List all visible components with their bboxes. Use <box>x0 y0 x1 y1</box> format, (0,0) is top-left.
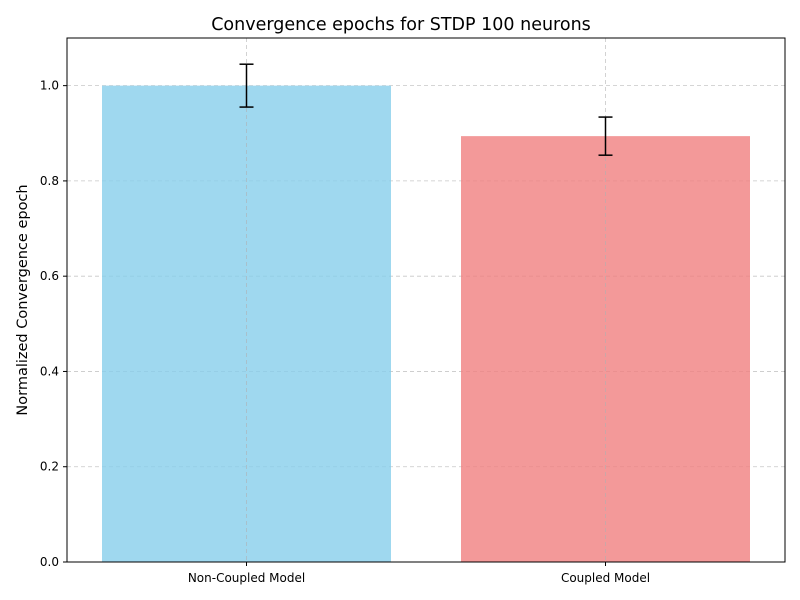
y-tick-label: 0.6 <box>40 269 59 283</box>
x-tick-label: Coupled Model <box>561 571 650 585</box>
plot-frame <box>66 37 786 563</box>
y-axis: 0.0 0.2 0.4 0.6 0.8 1.0 <box>40 79 67 569</box>
y-tick-label: 0.2 <box>40 460 59 474</box>
chart-title: Convergence epochs for STDP 100 neurons <box>211 15 591 35</box>
y-tick-label: 0.0 <box>40 555 59 569</box>
y-tick-label: 0.4 <box>40 364 59 378</box>
y-axis-label: Normalized Convergence epoch <box>15 184 31 415</box>
y-tick-label: 1.0 <box>40 79 59 93</box>
x-tick-label: Non-Coupled Model <box>188 571 305 585</box>
x-axis: Non-Coupled Model Coupled Model <box>188 562 650 585</box>
y-tick-label: 0.8 <box>40 174 59 188</box>
error-bars <box>239 63 613 156</box>
